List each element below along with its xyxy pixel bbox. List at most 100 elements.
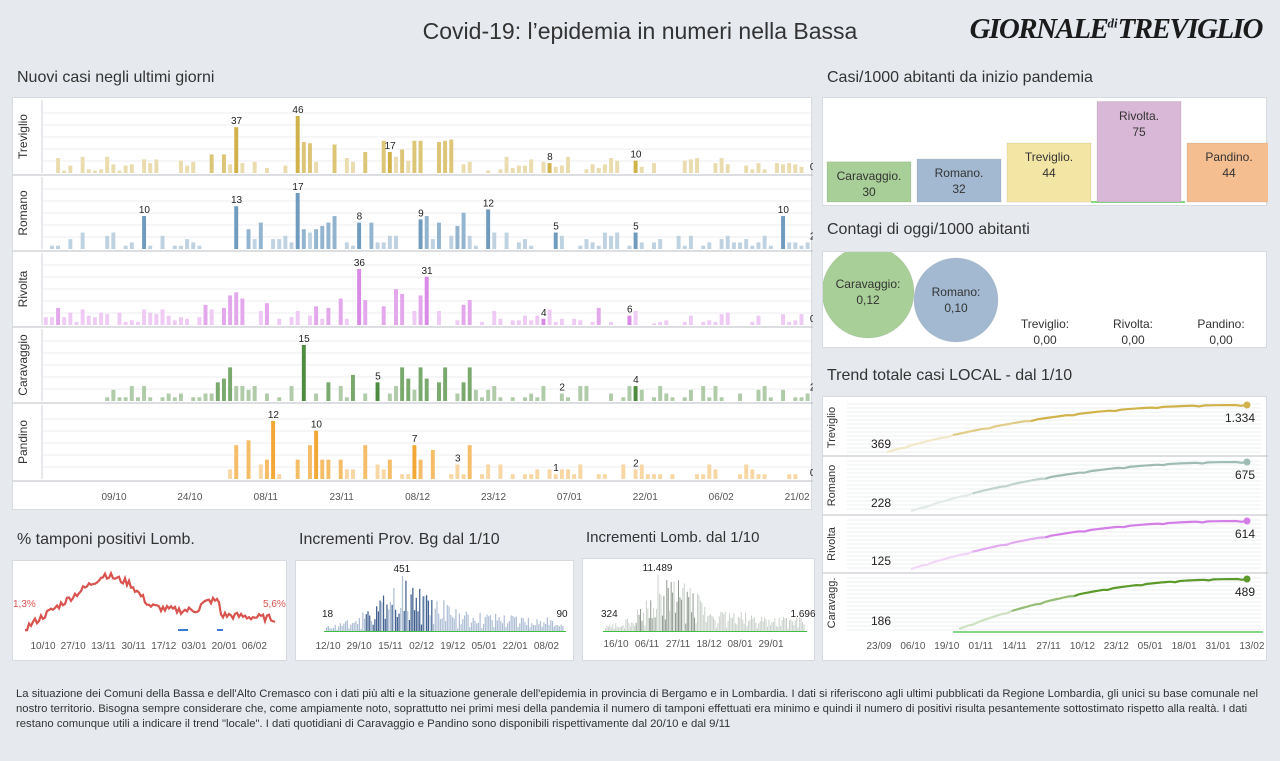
increment-bar bbox=[788, 619, 790, 631]
daily-bar bbox=[246, 389, 251, 401]
increment-bar bbox=[612, 623, 614, 631]
increment-bar bbox=[522, 618, 524, 631]
daily-bar bbox=[553, 474, 558, 479]
daily-x-tick: 23/12 bbox=[481, 492, 506, 503]
daily-bar bbox=[799, 245, 804, 249]
row-label-caravaggio: Caravaggio bbox=[16, 334, 30, 396]
daily-value-label: 5 bbox=[553, 222, 559, 233]
daily-bar bbox=[504, 156, 509, 173]
daily-bar bbox=[553, 321, 558, 325]
daily-bar bbox=[609, 393, 613, 401]
increment-bar bbox=[341, 625, 343, 631]
increment-bar bbox=[775, 625, 777, 631]
positive-x-tick: 27/10 bbox=[61, 641, 86, 652]
increment-bar bbox=[353, 622, 355, 631]
daily-bar bbox=[633, 469, 638, 479]
per1000-box bbox=[826, 161, 912, 203]
daily-bar bbox=[357, 269, 362, 325]
increment-bar bbox=[625, 619, 627, 631]
daily-bar bbox=[787, 242, 792, 249]
today-label: Caravaggio: 0,12 bbox=[818, 276, 918, 308]
increment-bar bbox=[619, 626, 621, 631]
daily-bar bbox=[301, 142, 306, 173]
trend-x-tick: 23/12 bbox=[1104, 641, 1129, 652]
increment-bar bbox=[363, 618, 366, 631]
daily-bar bbox=[258, 311, 263, 325]
daily-bar bbox=[418, 219, 423, 249]
increment-bar bbox=[331, 628, 333, 631]
positive-x-tick: 17/12 bbox=[151, 641, 176, 652]
daily-bar bbox=[264, 168, 269, 173]
daily-bar bbox=[707, 464, 712, 479]
increment-label: 1.696 bbox=[790, 609, 815, 620]
daily-bar bbox=[215, 382, 220, 401]
increment-bar bbox=[743, 623, 745, 631]
trend-line-faded bbox=[958, 610, 1013, 631]
daily-bar bbox=[172, 245, 177, 249]
positive-end-label: 5,6% bbox=[263, 599, 286, 610]
increment-bar bbox=[513, 617, 516, 631]
increment-bar bbox=[329, 627, 331, 631]
trend-line bbox=[1045, 460, 1248, 480]
daily-bar bbox=[529, 320, 534, 325]
increment-bar bbox=[438, 613, 440, 631]
daily-bar bbox=[314, 306, 319, 325]
increment-bar bbox=[692, 593, 694, 631]
increment-bar bbox=[532, 624, 535, 631]
daily-bar bbox=[658, 239, 663, 249]
daily-bar bbox=[762, 474, 767, 479]
daily-bar bbox=[793, 474, 798, 479]
daily-bar bbox=[221, 154, 226, 173]
daily-bar bbox=[430, 239, 435, 249]
increment-bar bbox=[417, 611, 419, 631]
increment-bar bbox=[753, 617, 755, 631]
daily-bar bbox=[301, 345, 306, 401]
daily-value-label: 7 bbox=[412, 434, 418, 445]
daily-bar bbox=[289, 317, 294, 325]
increment-bar bbox=[616, 626, 618, 631]
daily-bar bbox=[252, 239, 257, 249]
daily-bar bbox=[375, 464, 380, 479]
increment-bar bbox=[381, 602, 383, 631]
daily-bar bbox=[652, 163, 656, 173]
daily-bar bbox=[627, 386, 632, 401]
daily-bar bbox=[547, 309, 552, 325]
daily-bar bbox=[467, 300, 472, 325]
trend-x-tick: 19/10 bbox=[934, 641, 959, 652]
increment-bar bbox=[737, 616, 739, 631]
daily-bar bbox=[498, 318, 503, 325]
daily-bar bbox=[768, 245, 773, 249]
daily-bar bbox=[473, 389, 478, 401]
daily-bar bbox=[351, 245, 355, 249]
daily-bar bbox=[602, 474, 607, 479]
daily-value-label: 2 bbox=[810, 383, 813, 394]
daily-bar bbox=[701, 386, 706, 401]
increment-bar bbox=[689, 588, 691, 631]
increment-bar bbox=[401, 576, 404, 631]
daily-bar bbox=[387, 151, 392, 173]
increment-bar bbox=[336, 629, 338, 631]
increment-bar bbox=[676, 601, 678, 631]
increment-bar bbox=[656, 608, 658, 631]
daily-bar bbox=[553, 232, 558, 249]
increment-bar bbox=[379, 600, 381, 631]
increment-bar bbox=[441, 618, 443, 631]
daily-bar bbox=[117, 397, 122, 401]
daily-bar bbox=[344, 397, 349, 401]
increment-bar bbox=[344, 621, 347, 631]
daily-bar bbox=[351, 161, 355, 173]
daily-bar bbox=[596, 307, 601, 325]
daily-bar bbox=[172, 397, 177, 401]
daily-value-label: 2 bbox=[633, 458, 639, 469]
daily-bar bbox=[412, 445, 417, 479]
increment-bar bbox=[767, 626, 769, 631]
daily-bar bbox=[596, 474, 601, 479]
increment-bar bbox=[384, 618, 386, 631]
daily-bar bbox=[394, 386, 398, 401]
increment-x-tick: 12/10 bbox=[315, 641, 340, 652]
daily-bar bbox=[197, 397, 202, 401]
daily-bar bbox=[695, 158, 700, 173]
daily-bar bbox=[197, 245, 202, 249]
daily-bar bbox=[449, 235, 454, 249]
daily-bar bbox=[799, 314, 804, 325]
